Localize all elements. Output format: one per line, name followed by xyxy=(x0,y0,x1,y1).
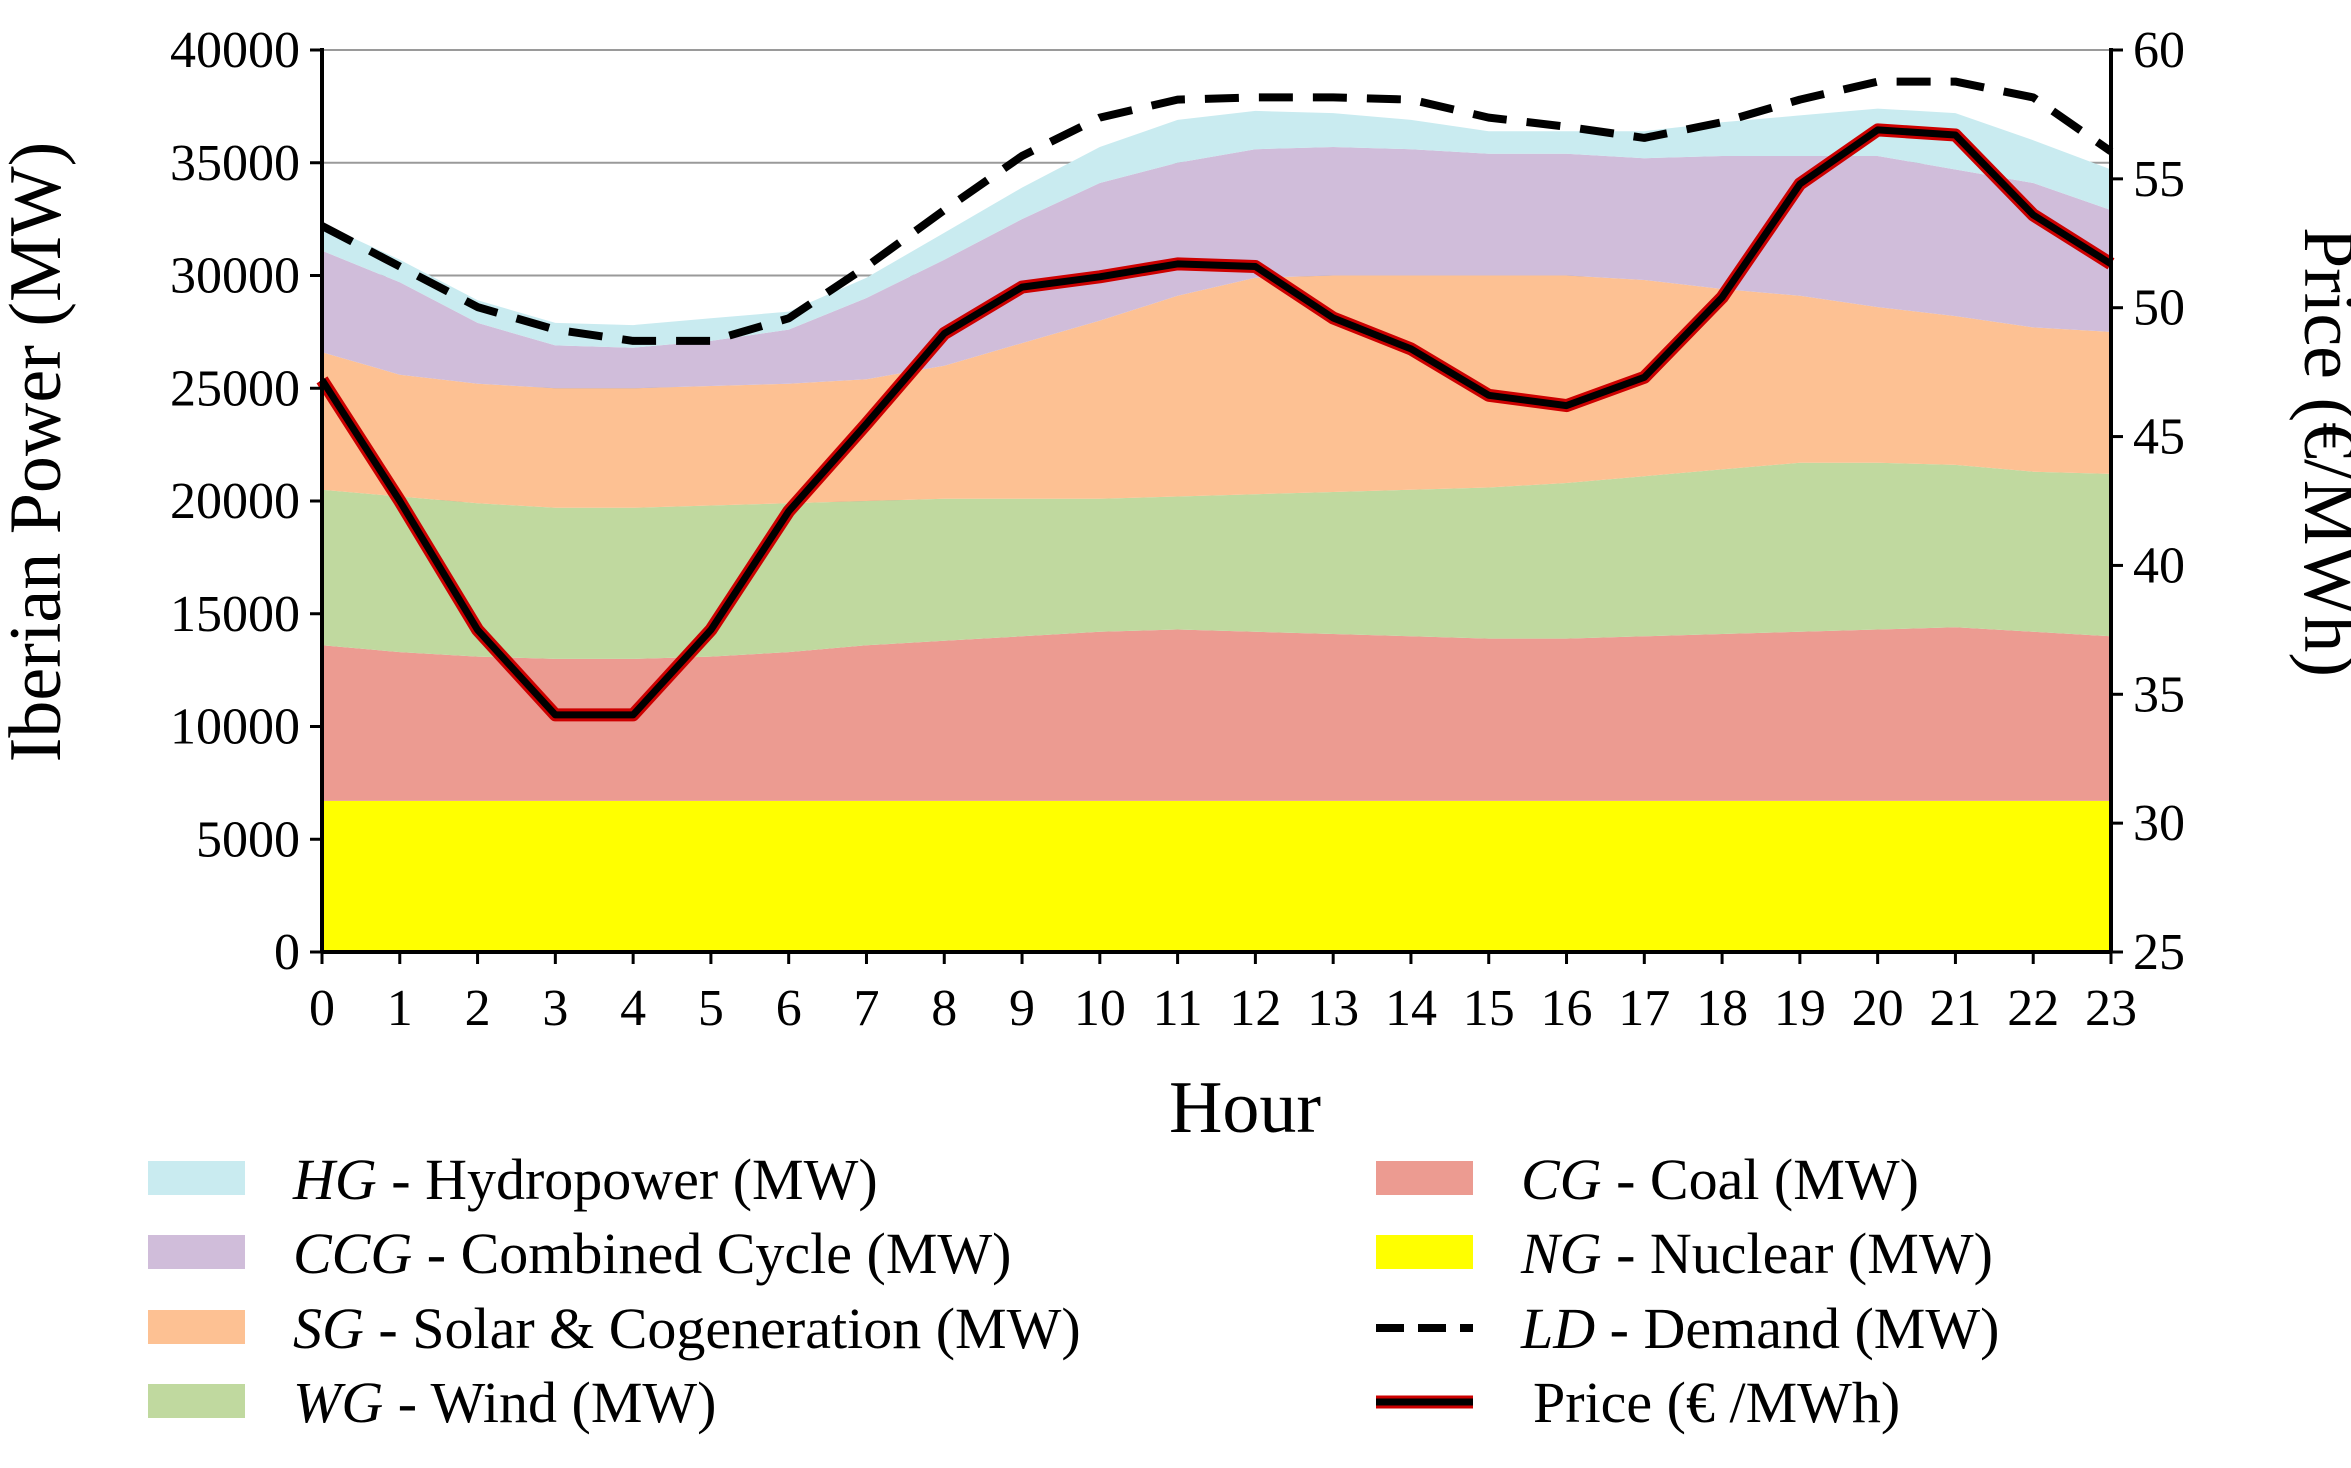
legend-code: SG xyxy=(293,1296,364,1361)
legend-swatch-hg xyxy=(148,1161,245,1195)
price-line xyxy=(319,126,2113,719)
legend-swatch-ng xyxy=(1376,1235,1473,1269)
x-tick-label: 1 xyxy=(387,980,413,1037)
x-tick-label: 19 xyxy=(1774,980,1826,1037)
legend-text: - Solar & Cogeneration (MW) xyxy=(364,1296,1081,1361)
x-tick-label: 17 xyxy=(1618,980,1670,1037)
legend-label: CCG - Combined Cycle (MW) xyxy=(293,1221,1011,1286)
legend-code: HG xyxy=(292,1147,377,1212)
x-tick-label: 11 xyxy=(1153,980,1203,1037)
axes xyxy=(310,48,2123,964)
x-tick-label: 20 xyxy=(1852,980,1904,1037)
x-tick-label: 0 xyxy=(309,980,335,1037)
x-tick-label: 4 xyxy=(620,980,646,1037)
x-tick-label: 3 xyxy=(542,980,568,1037)
legend-label: WG - Wind (MW) xyxy=(293,1370,716,1435)
x-tick-label: 18 xyxy=(1696,980,1748,1037)
y2-tick-label: 55 xyxy=(2133,151,2185,208)
x-tick-label: 5 xyxy=(698,980,724,1037)
y2-tick-label: 30 xyxy=(2133,795,2185,852)
x-tick-label: 7 xyxy=(853,980,879,1037)
x-tick-label: 23 xyxy=(2085,980,2137,1037)
legend-label: NG - Nuclear (MW) xyxy=(1520,1221,1993,1286)
x-tick-label: 6 xyxy=(776,980,802,1037)
legend-code: CCG xyxy=(293,1221,412,1286)
legend-code: CG xyxy=(1521,1147,1602,1212)
y-axis-title: Iberian Power (MW) xyxy=(0,142,77,763)
legend-label: CG - Coal (MW) xyxy=(1521,1147,1919,1212)
x-tick-label: 21 xyxy=(1929,980,1981,1037)
x-tick-label: 22 xyxy=(2007,980,2059,1037)
legend-swatch-ccg xyxy=(148,1235,245,1269)
y2-tick-label: 35 xyxy=(2133,666,2185,723)
x-axis-title: Hour xyxy=(1169,1067,1321,1149)
legend-text: - Combined Cycle (MW) xyxy=(412,1221,1011,1286)
y-tick-label: 40000 xyxy=(170,22,300,79)
y-tick-label: 20000 xyxy=(170,473,300,530)
y2-tick-label: 40 xyxy=(2133,537,2185,594)
y-tick-label: 35000 xyxy=(170,135,300,192)
tick-labels: 0 5000 10000 15000 20000 25000 30000 35000 40000… xyxy=(170,22,2185,1037)
legend-code: WG xyxy=(293,1370,383,1435)
y2-tick-label: 60 xyxy=(2133,22,2185,79)
x-tick-label: 9 xyxy=(1009,980,1035,1037)
demand-line xyxy=(320,77,2114,345)
x-tick-label: 14 xyxy=(1385,980,1437,1037)
legend-label: SG - Solar & Cogeneration (MW) xyxy=(293,1296,1081,1361)
x-tick-label: 8 xyxy=(931,980,957,1037)
y2-tick-label: 45 xyxy=(2133,409,2185,466)
y-tick-label: 5000 xyxy=(196,811,300,868)
area-sg xyxy=(322,275,2111,508)
stacked-areas xyxy=(322,108,2111,952)
y-tick-label: 10000 xyxy=(170,699,300,756)
legend-swatch-wg xyxy=(148,1384,245,1418)
y2-tick-label: 25 xyxy=(2133,924,2185,981)
area-wg xyxy=(322,462,2111,659)
legend-label: Price (€ /MWh) xyxy=(1533,1370,1900,1435)
x-tick-label: 2 xyxy=(465,980,491,1037)
x-tick-label: 15 xyxy=(1463,980,1515,1037)
legend-code: NG xyxy=(1520,1221,1602,1286)
y-tick-label: 15000 xyxy=(170,586,300,643)
area-cg xyxy=(322,627,2111,801)
x-tick-label: 12 xyxy=(1229,980,1281,1037)
series-lines xyxy=(316,77,2115,722)
y-tick-label: 25000 xyxy=(170,360,300,417)
legend-label: LD - Demand (MW) xyxy=(1520,1296,1999,1361)
legend-swatch-sg xyxy=(148,1310,245,1344)
legend-text: - Demand (MW) xyxy=(1595,1296,1999,1361)
x-tick-label: 16 xyxy=(1541,980,1593,1037)
legend-swatch-cg xyxy=(1376,1161,1473,1195)
legend-text: - Wind (MW) xyxy=(383,1370,716,1435)
area-ng xyxy=(322,800,2111,952)
x-tick-label: 10 xyxy=(1074,980,1126,1037)
x-tick-label: 13 xyxy=(1307,980,1359,1037)
y2-axis-title: Price (€/MWh) xyxy=(2288,227,2351,677)
legend-code: LD xyxy=(1520,1296,1595,1361)
y-tick-label: 30000 xyxy=(170,248,300,305)
y2-tick-label: 50 xyxy=(2133,280,2185,337)
legend-label: HG - Hydropower (MW) xyxy=(292,1147,878,1212)
y-tick-label: 0 xyxy=(274,924,300,981)
legend-text: - Hydropower (MW) xyxy=(377,1147,878,1212)
legend-text: - Coal (MW) xyxy=(1602,1147,1919,1212)
legend-text: Price (€ /MWh) xyxy=(1533,1370,1900,1435)
legend-text: - Nuclear (MW) xyxy=(1602,1221,1993,1286)
legend: HG - Hydropower (MW) CCG - Combined Cycle… xyxy=(148,1147,1999,1435)
